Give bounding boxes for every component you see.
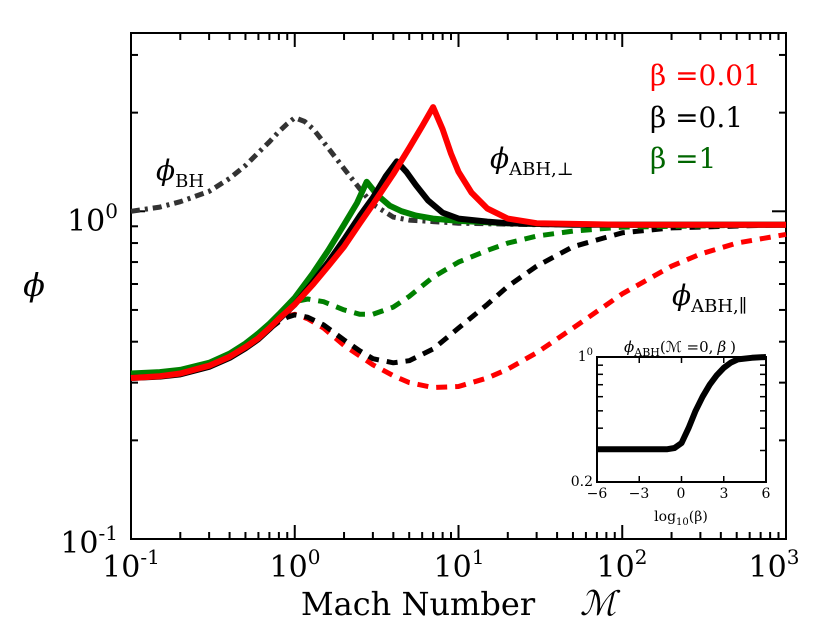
- inset-series-line: [597, 354, 767, 453]
- legend-entry-beta-0.1: β =0.1: [650, 101, 743, 134]
- annotation-phi-abh-par: ϕABH,∥: [672, 279, 747, 317]
- y-tick-labels: 100 10-1: [60, 199, 118, 561]
- x-tick-label-4: 103: [749, 545, 800, 585]
- x-tick-label-0: 10-1: [102, 545, 160, 585]
- series-line-beta-0-1-par: [130, 222, 787, 381]
- inset-y-tick-label-1: 0.2: [571, 474, 593, 490]
- x-tick-label-2: 101: [434, 545, 485, 585]
- series-line-beta-0-01-perp: [130, 104, 786, 381]
- inset-y-tick-label-0: 10: [578, 347, 593, 365]
- y-axis-label: ϕ: [23, 266, 45, 304]
- inset-x-tick-label-4: 6: [762, 486, 771, 502]
- annotation-phi-bh: ϕBH: [156, 154, 204, 192]
- inset-x-tick-label-2: 0: [677, 486, 686, 502]
- annotation-phi-abh-perp: ϕABH,⊥: [490, 142, 574, 180]
- inset-x-tick-label-3: 3: [720, 486, 729, 502]
- inset-x-tick-label-0: −6: [587, 486, 608, 502]
- x-tick-label-3: 102: [597, 545, 648, 585]
- x-tick-labels: 10-1 100 101 102 103: [102, 545, 799, 585]
- legend: β =0.01 β =0.1 β =1: [650, 59, 761, 175]
- series-line-beta-0-01-par: [130, 231, 787, 390]
- inset-ticks: [596, 356, 767, 483]
- inset-x-tick-labels: −6 −3 0 3 6: [587, 486, 771, 502]
- inset-x-axis-label: log10(β): [654, 509, 708, 528]
- x-axis-label: Mach Number: [301, 585, 536, 623]
- axis-ticks: [130, 33, 787, 540]
- inset-frame: [596, 356, 767, 483]
- y-tick-label-0: 100: [67, 199, 118, 239]
- y-tick-label-1: 10-1: [60, 521, 118, 561]
- legend-entry-beta-0.01: β =0.01: [650, 59, 761, 92]
- series-layer: [130, 104, 787, 390]
- legend-entry-beta-1: β =1: [650, 142, 716, 175]
- inset-title: ϕABH(ℳ =0, β): [624, 338, 736, 359]
- inset-x-tick-label-1: −3: [629, 486, 650, 502]
- x-axis-symbol: ℳ: [580, 584, 621, 623]
- x-tick-label-1: 100: [270, 545, 321, 585]
- inset-chart: ϕABH(ℳ =0, β) 10 0.2 −6 −3 0 3 6 log10(β): [571, 338, 771, 528]
- inset-series: [597, 354, 767, 453]
